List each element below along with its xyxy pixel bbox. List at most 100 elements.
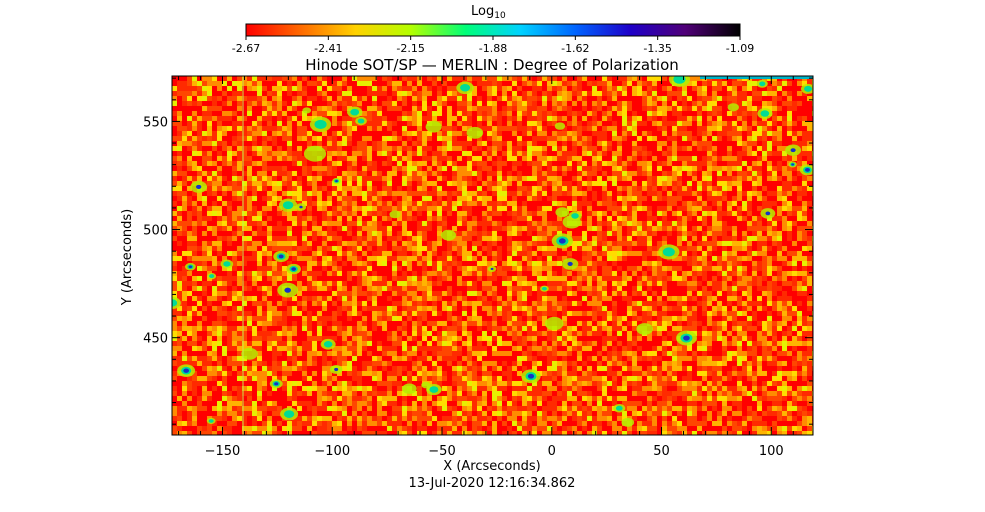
heatmap-cell	[272, 171, 277, 176]
heatmap-cell	[642, 101, 647, 106]
heatmap-cell	[637, 261, 642, 266]
heatmap-cell	[247, 101, 252, 106]
heatmap-cell	[622, 216, 627, 221]
heatmap-cell	[357, 256, 362, 261]
heatmap-cell	[427, 136, 432, 141]
heatmap-cell	[447, 161, 452, 166]
heatmap-cell	[482, 176, 487, 181]
heatmap-cell	[717, 181, 722, 186]
heatmap-cell	[357, 181, 362, 186]
heatmap-cell	[772, 141, 777, 146]
heatmap-cell	[692, 226, 697, 231]
heatmap-cell	[267, 136, 272, 141]
heatmap-cell	[287, 176, 292, 181]
heatmap-cell	[387, 126, 392, 131]
heatmap-cell	[552, 191, 557, 196]
heatmap-cell	[742, 136, 747, 141]
heatmap-cell	[742, 181, 747, 186]
heatmap-cell	[272, 106, 277, 111]
heatmap-cell	[802, 91, 807, 96]
heatmap-cell	[282, 176, 287, 181]
heatmap-cell	[292, 221, 297, 226]
heatmap-cell	[792, 156, 797, 161]
heatmap-cell	[337, 201, 342, 206]
heatmap-cell	[417, 86, 422, 91]
heatmap-cell	[192, 211, 197, 216]
heatmap-cell	[647, 226, 652, 231]
heatmap-cell	[282, 96, 287, 101]
heatmap-cell	[257, 101, 262, 106]
heatmap-cell	[487, 121, 492, 126]
heatmap-cell	[477, 256, 482, 261]
heatmap-cell	[712, 136, 717, 141]
heatmap-cell	[662, 141, 667, 146]
heatmap-cell	[172, 201, 177, 206]
heatmap-cell	[547, 231, 552, 236]
heatmap-cell	[462, 156, 467, 161]
heatmap-cell	[542, 226, 547, 231]
heatmap-cell	[427, 191, 432, 196]
heatmap-cell	[212, 96, 217, 101]
heatmap-cell	[457, 176, 462, 181]
heatmap-cell	[592, 256, 597, 261]
heatmap-cell	[467, 141, 472, 146]
heatmap-cell	[312, 196, 317, 201]
heatmap-cell	[487, 81, 492, 86]
heatmap-cell	[362, 181, 367, 186]
heatmap-cell	[532, 161, 537, 166]
heatmap-cell	[557, 96, 562, 101]
heatmap-cell	[192, 76, 197, 81]
heatmap-cell	[757, 231, 762, 236]
heatmap-cell	[257, 81, 262, 86]
heatmap-cell	[432, 136, 437, 141]
heatmap-cell	[457, 151, 462, 156]
heatmap-cell	[777, 96, 782, 101]
heatmap-cell	[477, 191, 482, 196]
heatmap-cell	[477, 86, 482, 91]
heatmap-cell	[637, 241, 642, 246]
heatmap-cell	[722, 91, 727, 96]
heatmap-cell	[772, 106, 777, 111]
heatmap-cell	[427, 196, 432, 201]
heatmap-cell	[797, 166, 802, 171]
heatmap-cell	[607, 156, 612, 161]
heatmap-cell	[602, 76, 607, 81]
heatmap-cell	[757, 176, 762, 181]
heatmap-cell	[297, 226, 302, 231]
heatmap-cell	[667, 106, 672, 111]
heatmap-cell	[677, 251, 682, 256]
heatmap-cell	[742, 161, 747, 166]
heatmap-cell	[492, 246, 497, 251]
heatmap-cell	[542, 96, 547, 101]
heatmap-cell	[432, 176, 437, 181]
heatmap-cell	[367, 76, 372, 81]
heatmap-cell	[232, 236, 237, 241]
heatmap-cell	[387, 91, 392, 96]
heatmap-cell	[372, 111, 377, 116]
heatmap-cell	[177, 151, 182, 156]
heatmap-cell	[652, 216, 657, 221]
heatmap-cell	[402, 186, 407, 191]
heatmap-cell	[472, 201, 477, 206]
heatmap-cell	[392, 151, 397, 156]
heatmap-cell	[332, 221, 337, 226]
heatmap-cell	[672, 216, 677, 221]
heatmap-cell	[257, 106, 262, 111]
heatmap-cell	[462, 141, 467, 146]
heatmap-cell	[177, 131, 182, 136]
heatmap-cell	[277, 91, 282, 96]
heatmap-cell	[667, 211, 672, 216]
heatmap-cell	[247, 86, 252, 91]
heatmap-cell	[632, 261, 637, 266]
heatmap-cell	[372, 101, 377, 106]
heatmap-cell	[402, 246, 407, 251]
heatmap-cell	[572, 241, 577, 246]
heatmap-cell	[747, 171, 752, 176]
heatmap-cell	[342, 241, 347, 246]
heatmap-cell	[202, 86, 207, 91]
heatmap-cell	[357, 131, 362, 136]
heatmap-cell	[447, 96, 452, 101]
heatmap-cell	[442, 116, 447, 121]
heatmap-cell	[552, 251, 557, 256]
heatmap-cell	[457, 166, 462, 171]
